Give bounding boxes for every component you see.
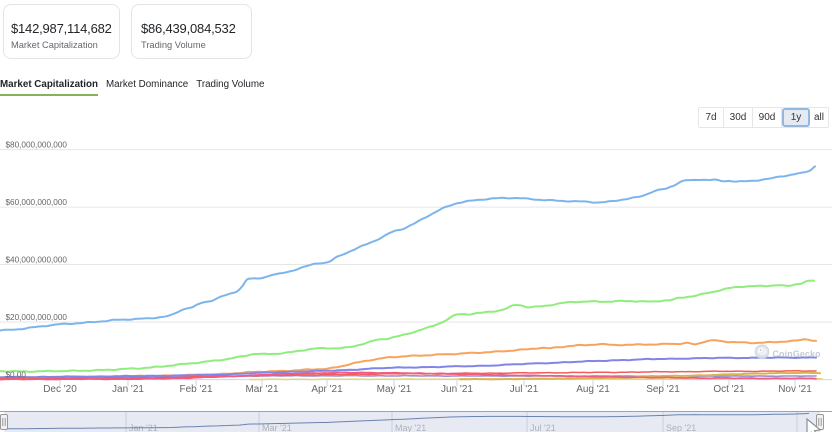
svg-text:Sep '21: Sep '21 bbox=[666, 423, 696, 432]
svg-text:Jul '21: Jul '21 bbox=[530, 423, 556, 432]
svg-text:Mar '21: Mar '21 bbox=[245, 384, 278, 395]
svg-text:$60,000,000,000: $60,000,000,000 bbox=[6, 198, 68, 207]
svg-text:May '21: May '21 bbox=[377, 384, 412, 395]
svg-text:$40,000,000,000: $40,000,000,000 bbox=[6, 256, 68, 265]
svg-text:$0.00: $0.00 bbox=[6, 371, 27, 380]
svg-text:Sep '21: Sep '21 bbox=[646, 384, 680, 395]
svg-text:Dec '20: Dec '20 bbox=[43, 384, 77, 395]
svg-text:$80,000,000,000: $80,000,000,000 bbox=[6, 141, 68, 150]
svg-text:Jan '21: Jan '21 bbox=[112, 384, 144, 395]
svg-text:Feb '21: Feb '21 bbox=[179, 384, 212, 395]
svg-text:Jul '21: Jul '21 bbox=[510, 384, 539, 395]
svg-text:May '21: May '21 bbox=[395, 423, 426, 432]
svg-text:CoinGecko: CoinGecko bbox=[773, 349, 822, 359]
svg-text:$20,000,000,000: $20,000,000,000 bbox=[6, 313, 68, 322]
svg-text:Nov '21: Nov '21 bbox=[778, 384, 812, 395]
svg-text:Mar '21: Mar '21 bbox=[262, 423, 292, 432]
svg-text:Jun '21: Jun '21 bbox=[441, 384, 473, 395]
svg-text:Oct '21: Oct '21 bbox=[713, 384, 745, 395]
svg-text:Apr '21: Apr '21 bbox=[311, 384, 343, 395]
svg-text:Aug '21: Aug '21 bbox=[576, 384, 610, 395]
